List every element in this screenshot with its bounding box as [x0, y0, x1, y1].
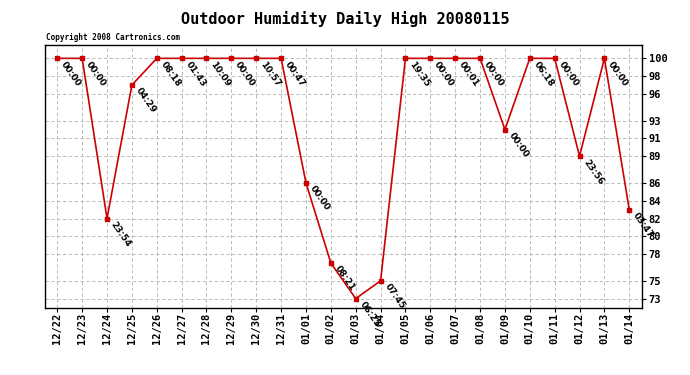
Point [325, 260, 336, 266]
Text: 08:21: 08:21 [333, 264, 357, 293]
Text: 00:01: 00:01 [457, 60, 481, 88]
Point [500, 126, 511, 132]
Point [375, 278, 386, 284]
Text: Copyright 2008 Cartronics.com: Copyright 2008 Cartronics.com [46, 33, 180, 42]
Point [52, 56, 63, 62]
Text: 04:29: 04:29 [134, 86, 158, 115]
Point [475, 56, 486, 62]
Text: 06:25: 06:25 [357, 300, 382, 328]
Point [351, 296, 362, 302]
Point [77, 56, 88, 62]
Text: 00:00: 00:00 [433, 60, 456, 88]
Point [450, 56, 461, 62]
Point [201, 56, 212, 62]
Text: 00:47: 00:47 [283, 60, 307, 88]
Point [425, 56, 436, 62]
Text: 00:00: 00:00 [233, 60, 257, 88]
Point [400, 56, 411, 62]
Point [101, 216, 112, 222]
Point [524, 56, 535, 62]
Text: 00:00: 00:00 [308, 184, 331, 213]
Text: 03:47: 03:47 [631, 211, 655, 240]
Text: Outdoor Humidity Daily High 20080115: Outdoor Humidity Daily High 20080115 [181, 11, 509, 27]
Point [151, 56, 162, 62]
Text: 00:00: 00:00 [507, 131, 531, 159]
Text: 23:54: 23:54 [109, 220, 133, 249]
Text: 10:09: 10:09 [208, 60, 233, 88]
Point [126, 82, 137, 88]
Text: 00:00: 00:00 [84, 60, 108, 88]
Text: 23:56: 23:56 [582, 158, 605, 186]
Text: 00:00: 00:00 [482, 60, 506, 88]
Text: 10:57: 10:57 [258, 60, 282, 88]
Text: 07:45: 07:45 [382, 282, 406, 311]
Point [549, 56, 560, 62]
Point [250, 56, 262, 62]
Point [574, 153, 585, 159]
Text: 19:35: 19:35 [407, 60, 431, 88]
Text: 01:43: 01:43 [184, 60, 208, 88]
Point [599, 56, 610, 62]
Text: 08:18: 08:18 [159, 60, 182, 88]
Point [300, 180, 311, 186]
Text: 00:00: 00:00 [557, 60, 580, 88]
Point [226, 56, 237, 62]
Point [176, 56, 187, 62]
Point [275, 56, 286, 62]
Text: 00:00: 00:00 [607, 60, 630, 88]
Text: 00:00: 00:00 [59, 60, 83, 88]
Point [624, 207, 635, 213]
Text: 06:18: 06:18 [532, 60, 555, 88]
